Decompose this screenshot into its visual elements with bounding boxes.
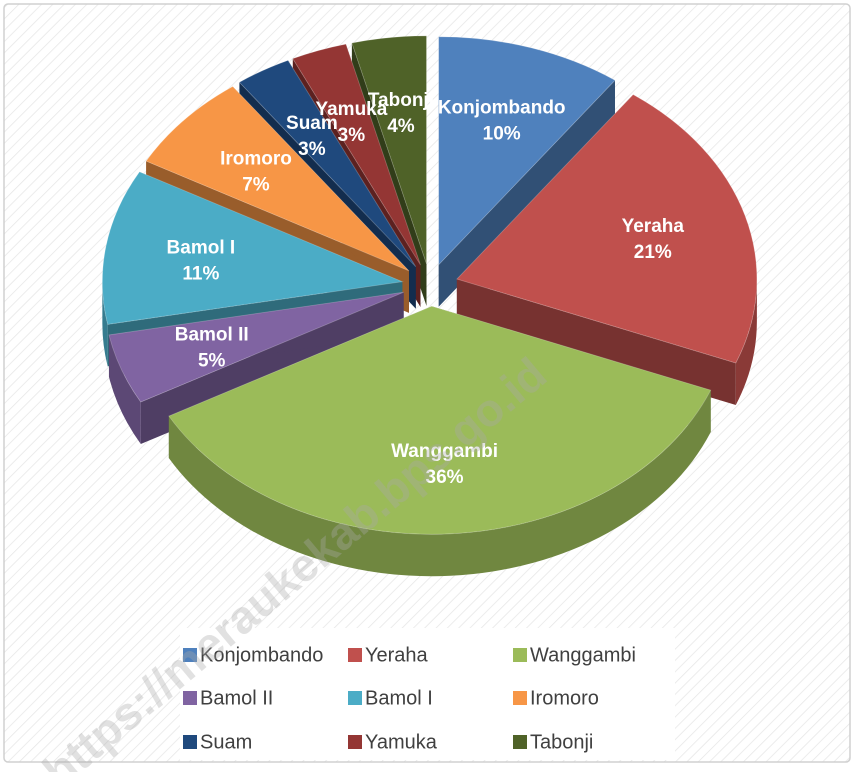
slice-top bbox=[292, 43, 421, 266]
pie: Konjombando 10% Yeraha 21% Wanggambi 36% Bamol… bbox=[101, 35, 758, 577]
legend-swatch bbox=[183, 691, 197, 705]
data-label-name: Tabonji bbox=[368, 90, 434, 111]
legend-label: Suam bbox=[200, 731, 252, 753]
slice-top bbox=[351, 35, 427, 265]
slice-wall bbox=[456, 279, 736, 405]
data-label-name: Yeraha bbox=[622, 216, 685, 237]
legend-label: Tabonji bbox=[530, 731, 593, 753]
data-label-name: Iromoro bbox=[220, 148, 292, 169]
slice bbox=[438, 36, 616, 307]
data-label-value: 36% bbox=[426, 467, 464, 488]
legend-label: Yeraha bbox=[365, 644, 429, 666]
slice bbox=[168, 305, 712, 577]
data-label-name: Konjombando bbox=[438, 97, 566, 118]
legend-label: Bamol I bbox=[365, 687, 433, 709]
data-label-name: Yamuka bbox=[315, 99, 387, 120]
legend-swatch bbox=[183, 735, 197, 749]
slice-top bbox=[238, 59, 417, 267]
slice-top bbox=[168, 305, 712, 535]
data-label-value: 11% bbox=[182, 263, 219, 284]
slice-side bbox=[735, 279, 757, 405]
data-label-value: 3% bbox=[298, 139, 326, 160]
data-label-value: 4% bbox=[387, 116, 415, 137]
data-label-value: 3% bbox=[338, 125, 366, 146]
legend-box bbox=[180, 628, 675, 760]
slice-side bbox=[168, 390, 711, 577]
data-label-name: Suam bbox=[286, 113, 338, 134]
slice-side bbox=[102, 281, 108, 367]
data-label-name: Bamol I bbox=[167, 237, 236, 258]
slice-top bbox=[456, 94, 758, 364]
slice-top bbox=[438, 36, 616, 266]
slice-top bbox=[145, 85, 410, 272]
legend-label: Iromoro bbox=[530, 687, 599, 709]
legend-label: Konjombando bbox=[200, 644, 323, 666]
legend-swatch bbox=[348, 735, 362, 749]
slice-wall bbox=[438, 80, 615, 307]
legend-swatch bbox=[513, 735, 527, 749]
legend-label: Bamol II bbox=[200, 687, 273, 709]
legend-swatch bbox=[513, 691, 527, 705]
legend-swatch bbox=[348, 691, 362, 705]
legend-swatch bbox=[348, 648, 362, 662]
legend-label: Yamuka bbox=[365, 731, 438, 753]
slice-top bbox=[101, 171, 404, 325]
slice-side bbox=[108, 334, 141, 445]
data-label-name: Wanggambi bbox=[391, 441, 498, 462]
data-label-value: 21% bbox=[634, 242, 672, 263]
slice-top bbox=[108, 291, 404, 403]
legend-swatch bbox=[183, 648, 197, 662]
data-label-value: 10% bbox=[483, 123, 521, 144]
legend: Konjombando Yeraha Wanggambi Bamol II Bamol … bbox=[183, 644, 636, 753]
data-label-value: 7% bbox=[242, 174, 270, 195]
legend-swatch bbox=[513, 648, 527, 662]
slice bbox=[456, 94, 758, 405]
data-label-name: Bamol II bbox=[175, 325, 249, 346]
data-label-value: 5% bbox=[198, 351, 226, 372]
legend-label: Wanggambi bbox=[530, 644, 636, 666]
